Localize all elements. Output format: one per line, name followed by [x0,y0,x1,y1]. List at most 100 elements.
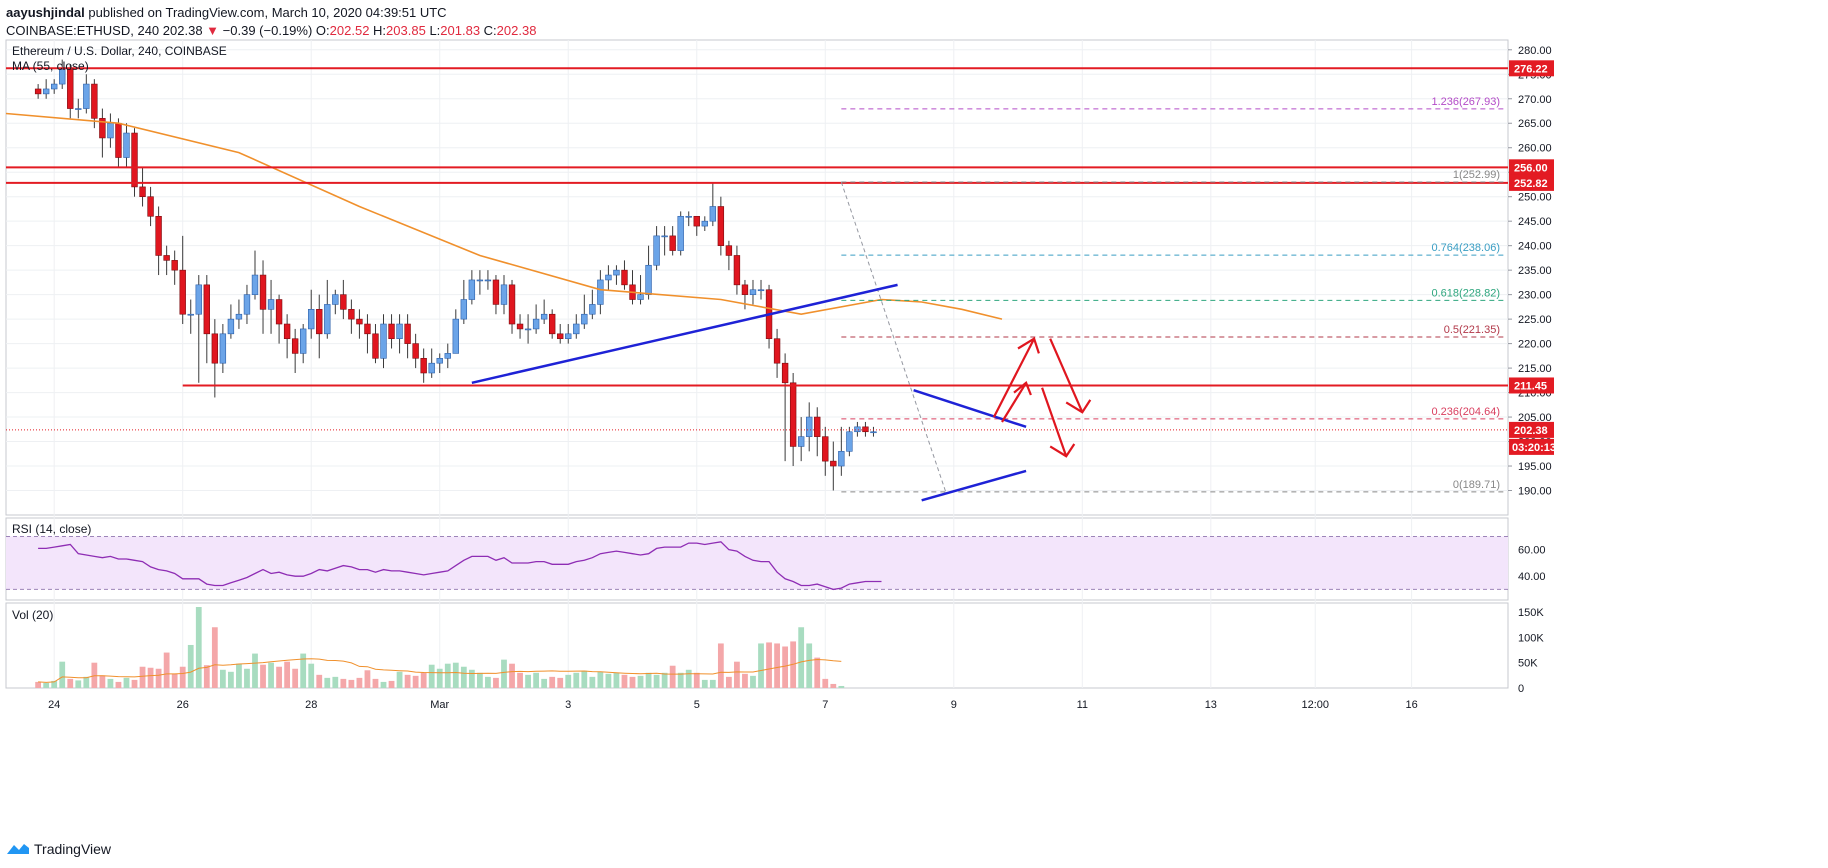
y-tick-label: 190.00 [1518,486,1552,498]
volume-bar [332,676,339,688]
candle-body [316,309,323,335]
y-tick-label: 260.00 [1518,143,1552,155]
volume-bar [388,680,395,688]
volume-bar [252,653,258,688]
volume-bar [107,678,114,688]
footer-branding[interactable]: TradingView [6,841,111,857]
candle-body [291,338,299,354]
x-tick-label: 26 [177,699,189,711]
candle-body [59,69,66,85]
rsi-band [6,536,1508,590]
high-label: H: [373,23,387,38]
volume-bar [300,653,307,688]
volume-bar [51,680,58,688]
candle-body [573,323,580,335]
volume-bar [324,677,331,688]
volume-bar [260,664,266,688]
candle-body [107,122,114,139]
candle-body [340,294,347,310]
candle-body [155,215,162,256]
volume-bar [501,659,507,688]
volume-bar [597,671,604,688]
volume-bar [171,673,178,688]
candle-body [854,426,861,433]
candle-body [653,235,660,266]
scenario-down-arrow-small [1041,387,1068,457]
publish-info: published on TradingView.com, March 10, … [88,5,447,20]
candle-body [757,289,765,292]
candle-body [147,196,154,217]
volume-bar [581,670,588,688]
candle-body [830,460,837,467]
y-tick-label: 250.00 [1518,192,1552,204]
candle-body [565,333,572,340]
publish-line: aayushjindal published on TradingView.co… [6,4,536,22]
volume-bar [549,676,556,688]
volume-bar [356,677,363,688]
volume-bar [477,672,483,688]
current-price-label: 202.38 [1514,425,1548,437]
countdown-label: 03:20:13 [1512,442,1556,454]
x-tick-label: 3 [565,699,571,711]
volume-bar [195,607,202,688]
level-price-badge [1509,60,1554,77]
candle-body [251,274,259,295]
candle-body [717,206,725,246]
volume-bar [420,672,427,688]
candle-body [725,245,733,256]
x-tick-label: 24 [48,699,60,711]
candle-body [420,357,427,374]
x-tick-label: 9 [951,699,957,711]
price-change: −0.39 (−0.19%) [222,23,313,38]
volume-bar [822,678,829,688]
volume-bar [629,676,636,688]
candle-body [67,69,74,109]
candle-body [275,299,283,325]
volume-bar [613,672,620,688]
volume-bar [436,668,443,688]
fib-level-label: 0.618(228.82) [1432,287,1501,299]
candle-body [749,289,757,295]
volume-bar [645,672,652,688]
candle-body [299,328,307,354]
volume-bar [131,679,138,688]
candle-body [557,333,564,340]
candle-body [460,299,468,320]
level-price-badge [1509,174,1554,191]
candle-body [741,284,749,295]
candle-body [243,294,251,315]
author-name[interactable]: aayushjindal [6,5,85,20]
low-value: 201.83 [440,23,481,38]
y-tick-label: 215.00 [1518,363,1552,375]
candle-body [372,333,379,359]
volume-bar [444,663,451,688]
y-tick-label: 235.00 [1518,265,1552,277]
candle-body [797,436,805,447]
fib-level-label: 0.764(238.06) [1432,242,1501,254]
candle-body [532,318,540,330]
candle-body [42,88,50,95]
candle-body [75,108,82,110]
candle-body [396,323,403,340]
volume-bar [557,677,564,688]
volume-bar [742,673,748,688]
volume-bar [276,666,282,688]
candle-body [685,215,692,218]
volume-bar [637,675,644,688]
symbol-label: COINBASE:ETHUSD, 240 [6,23,160,38]
candle-body [123,132,130,158]
scenario-down-arrow [1049,338,1084,413]
candle-body [348,309,355,320]
volume-bar [589,676,596,688]
candle-body [436,357,443,364]
scenario-up-arrow-small-head [1013,381,1032,396]
x-tick-label: Mar [430,699,449,711]
y-tick-label: 195.00 [1518,461,1552,473]
volume-bar [163,652,170,688]
candle-body [733,255,741,286]
volume-tick-label: 50K [1518,658,1538,670]
ma-55-line [5,112,1003,320]
volume-bar [404,674,411,688]
level-price-label: 276.22 [1514,63,1548,75]
